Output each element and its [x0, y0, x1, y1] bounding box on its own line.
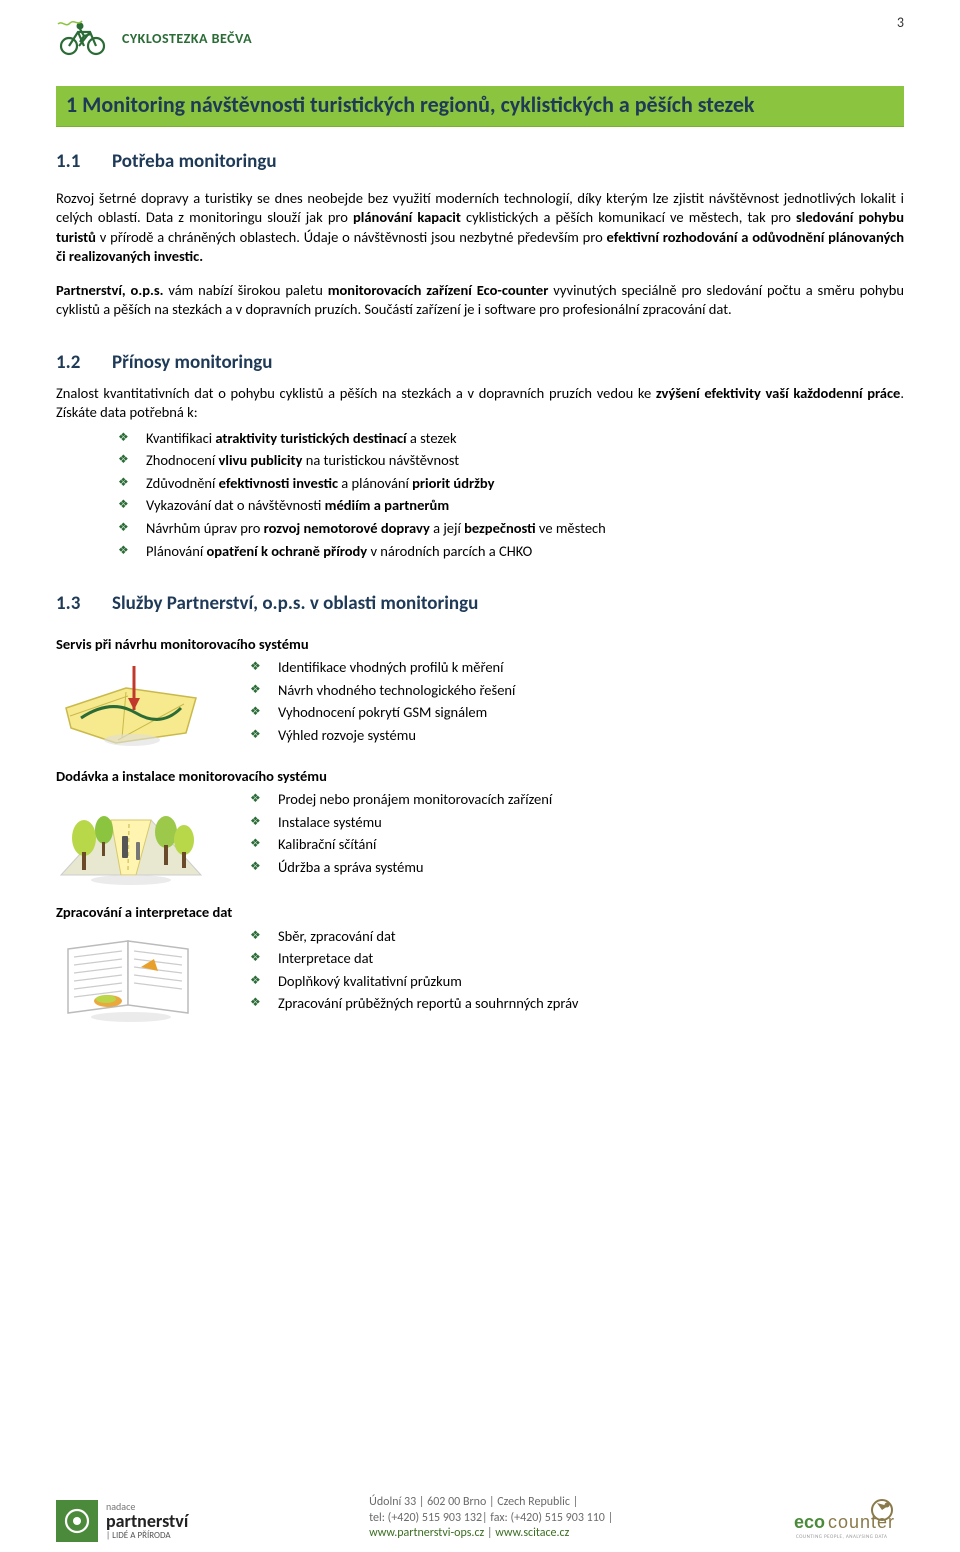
service-list: Sběr, zpracování dat Interpretace dat Do… [216, 927, 904, 1014]
header-logo: CYKLOSTEZKA BEČVA [56, 18, 904, 62]
heading-num: 1.1 [56, 149, 112, 175]
list-item: Plánování opatření k ochraně přírody v n… [118, 542, 904, 562]
footer-link[interactable]: www.partnerstvi-ops.cz [369, 1526, 484, 1540]
notebook-illustration [56, 927, 216, 1022]
svg-text:COUNTING PEOPLE, ANALYSING DAT: COUNTING PEOPLE, ANALYSING DATA [796, 1534, 887, 1540]
service-heading: Zpracování a interpretace dat [56, 903, 904, 923]
document-page: 3 CYKLOSTEZKA BEČVA 1 Monitoring návštěv… [0, 0, 960, 1552]
footer-contact: Údolní 33 | 602 00 Brno | Czech Republic… [369, 1495, 613, 1542]
heading-1-3: 1.3 Služby Partnerství, o.p.s. v oblasti… [56, 591, 904, 617]
trees-road-illustration [56, 790, 216, 885]
footer-phone: tel: (+420) 515 903 132| fax: (+420) 515… [369, 1511, 613, 1527]
footer-left-logo: nadace partnerství | LIDÉ A PŘÍRODA [56, 1500, 188, 1542]
footer-link[interactable]: www.scitace.cz [495, 1526, 569, 1540]
page-footer: nadace partnerství | LIDÉ A PŘÍRODA Údol… [56, 1495, 904, 1542]
svg-text:eco: eco [794, 1512, 825, 1532]
heading-text: Potřeba monitoringu [112, 149, 277, 175]
list-item: Návrh vhodného technologického řešení [250, 681, 904, 701]
paragraph: Rozvoj šetrné dopravy a turistiky se dne… [56, 189, 904, 267]
benefits-list: Kvantifikaci atraktivity turistických de… [56, 429, 904, 561]
list-item: Sběr, zpracování dat [250, 927, 904, 947]
partnership-logo-icon [56, 1500, 98, 1542]
heading-num: 1.2 [56, 350, 112, 376]
list-item: Zhodnocení vlivu publicity na turisticko… [118, 451, 904, 471]
list-item: Interpretace dat [250, 949, 904, 969]
footer-brand-sub: | LIDÉ A PŘÍRODA [106, 1531, 188, 1541]
heading-text: Přínosy monitoringu [112, 350, 273, 376]
section-title-bar: 1 Monitoring návštěvnosti turistických r… [56, 86, 904, 127]
list-item: Doplňkový kvalitativní průzkum [250, 972, 904, 992]
footer-right-logo: eco counter COUNTING PEOPLE, ANALYSING D… [794, 1496, 904, 1542]
service-row: Sběr, zpracování dat Interpretace dat Do… [56, 927, 904, 1022]
paragraph: Partnerství, o.p.s. vám nabízí širokou p… [56, 281, 904, 320]
service-list: Identifikace vhodných profilů k měření N… [216, 658, 904, 745]
svg-text:counter: counter [828, 1512, 895, 1532]
list-item: Vykazování dat o návštěvnosti médiím a p… [118, 496, 904, 516]
map-pin-illustration [56, 658, 216, 748]
service-row: Identifikace vhodných profilů k měření N… [56, 658, 904, 748]
header-brand-text: CYKLOSTEZKA BEČVA [122, 30, 252, 49]
paragraph: Znalost kvantitativních dat o pohybu cyk… [56, 384, 904, 423]
heading-1-2: 1.2 Přínosy monitoringu [56, 350, 904, 376]
list-item: Údržba a správa systému [250, 858, 904, 878]
heading-1-1: 1.1 Potřeba monitoringu [56, 149, 904, 175]
list-item: Kvantifikaci atraktivity turistických de… [118, 429, 904, 449]
list-item: Identifikace vhodných profilů k měření [250, 658, 904, 678]
footer-brand-main: partnerství [106, 1512, 188, 1532]
page-number: 3 [897, 14, 904, 33]
list-item: Vyhodnocení pokrytí GSM signálem [250, 703, 904, 723]
cyclist-icon [56, 18, 110, 62]
service-list: Prodej nebo pronájem monitorovacích zaří… [216, 790, 904, 877]
list-item: Zdůvodnění efektivnosti investic a pláno… [118, 474, 904, 494]
heading-text: Služby Partnerství, o.p.s. v oblasti mon… [112, 591, 478, 617]
list-item: Instalace systému [250, 813, 904, 833]
eco-counter-logo-icon: eco counter COUNTING PEOPLE, ANALYSING D… [794, 1496, 904, 1542]
list-item: Zpracování průběžných reportů a souhrnný… [250, 994, 904, 1014]
service-heading: Servis při návrhu monitorovacího systému [56, 635, 904, 655]
heading-num: 1.3 [56, 591, 112, 617]
list-item: Návrhům úprav pro rozvoj nemotorové dopr… [118, 519, 904, 539]
service-heading: Dodávka a instalace monitorovacího systé… [56, 767, 904, 787]
list-item: Kalibrační sčítání [250, 835, 904, 855]
footer-address: Údolní 33 | 602 00 Brno | Czech Republic… [369, 1495, 613, 1511]
list-item: Výhled rozvoje systému [250, 726, 904, 746]
service-row: Prodej nebo pronájem monitorovacích zaří… [56, 790, 904, 885]
list-item: Prodej nebo pronájem monitorovacích zaří… [250, 790, 904, 810]
